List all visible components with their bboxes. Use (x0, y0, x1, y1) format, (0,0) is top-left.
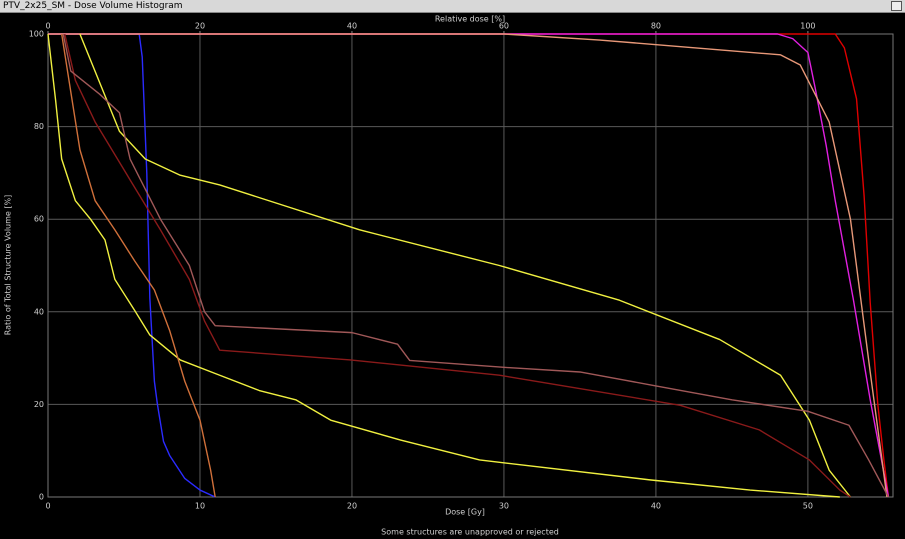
status-message: Some structures are unapproved or reject… (381, 528, 559, 537)
x2-tick-label: 40 (347, 22, 357, 31)
y-tick-label: 100 (29, 30, 44, 39)
x-tick-label: 30 (499, 502, 509, 511)
dvh-curve (48, 33, 890, 498)
title-bar: PTV_2x25_SM - Dose Volume Histogram (0, 0, 905, 13)
window-button[interactable] (891, 1, 902, 11)
x-tick-label: 0 (45, 502, 50, 511)
x2-tick-label: 60 (499, 22, 509, 31)
x2-tick-label: 20 (195, 22, 205, 31)
window-title: PTV_2x25_SM - Dose Volume Histogram (3, 1, 183, 11)
dvh-curve (48, 33, 888, 498)
dvh-curve (48, 33, 216, 498)
dvh-curve (64, 33, 851, 498)
y-tick-label: 80 (34, 122, 44, 131)
x2-tick-label: 0 (45, 22, 50, 31)
y-tick-label: 40 (34, 307, 44, 316)
y-tick-label: 60 (34, 215, 44, 224)
x-tick-label: 10 (195, 502, 205, 511)
x-tick-label: 40 (651, 502, 661, 511)
x-axis-label: Dose [Gy] (445, 508, 485, 517)
dvh-curve (62, 33, 890, 498)
dvh-curve (60, 33, 216, 498)
x2-tick-label: 100 (800, 22, 815, 31)
dvh-curve (79, 33, 851, 498)
x2-tick-label: 80 (651, 22, 661, 31)
y-tick-label: 0 (39, 493, 44, 502)
dvh-curve (48, 33, 890, 498)
x2-axis-label: Relative dose [%] (435, 15, 505, 24)
x-tick-label: 50 (803, 502, 813, 511)
y-axis-label: Ratio of Total Structure Volume [%] (4, 195, 13, 335)
dvh-curve (47, 33, 840, 498)
x-tick-label: 20 (347, 502, 357, 511)
chart: Relative dose [%] Dose [Gy] Ratio of Tot… (0, 13, 905, 539)
chart-background (0, 13, 905, 539)
y-tick-label: 20 (34, 400, 44, 409)
